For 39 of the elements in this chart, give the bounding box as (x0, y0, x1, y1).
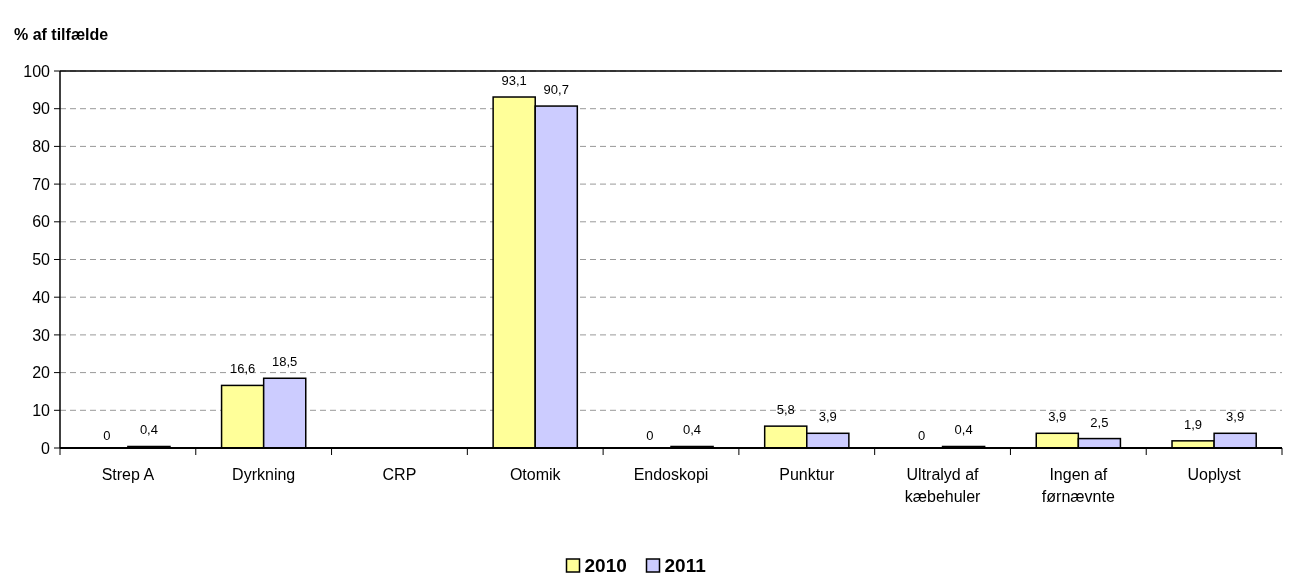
y-tick-label: 0 (41, 439, 51, 457)
data-label: 0,4 (139, 422, 158, 438)
data-label: 3,9 (1048, 409, 1067, 425)
data-label: 93,1 (501, 73, 527, 89)
data-label: 0 (103, 428, 111, 443)
x-tick-label: Ingen af førnævnte (1041, 466, 1115, 505)
y-tick-label: 100 (23, 62, 51, 80)
x-tick-label: Strep A (101, 466, 155, 483)
x-tick-label: Ultralyd af kæbehuler (904, 466, 982, 505)
x-tick-label: CRP (382, 466, 417, 483)
data-label: 0 (646, 428, 654, 443)
y-tick-label: 80 (32, 138, 51, 155)
legend-label: 2011 (664, 555, 707, 576)
y-tick-label: 30 (32, 326, 51, 344)
data-label: 0,4 (954, 422, 973, 438)
y-tick-label: 20 (32, 364, 51, 382)
data-label: 1,9 (1184, 416, 1203, 432)
y-tick-label: 10 (32, 401, 51, 419)
y-tick-label: 70 (32, 175, 51, 193)
data-label: 90,7 (543, 82, 569, 98)
y-tick-label: 90 (32, 100, 51, 118)
x-tick-label: Punktur (779, 466, 836, 483)
y-axis-title: % af tilfælde (14, 26, 109, 43)
y-tick-label: 60 (32, 213, 51, 231)
x-tick-label: Otomik (509, 466, 562, 483)
data-label: 0,4 (683, 422, 702, 438)
data-label: 3,9 (1226, 409, 1245, 425)
x-tick-label: Endoskopi (633, 466, 709, 483)
y-tick-label: 40 (32, 288, 51, 306)
data-label: 5,8 (776, 402, 795, 418)
y-tick-label: 50 (32, 251, 51, 269)
data-label: 3,9 (818, 409, 837, 425)
data-label: 2,5 (1090, 414, 1109, 430)
data-label: 0 (917, 428, 926, 443)
data-label: 16,6 (229, 361, 256, 377)
x-tick-label: Dyrkning (232, 466, 296, 483)
legend-label: 2010 (584, 555, 627, 576)
data-label: 18,5 (272, 354, 298, 370)
x-tick-label: Uoplyst (1187, 466, 1242, 483)
